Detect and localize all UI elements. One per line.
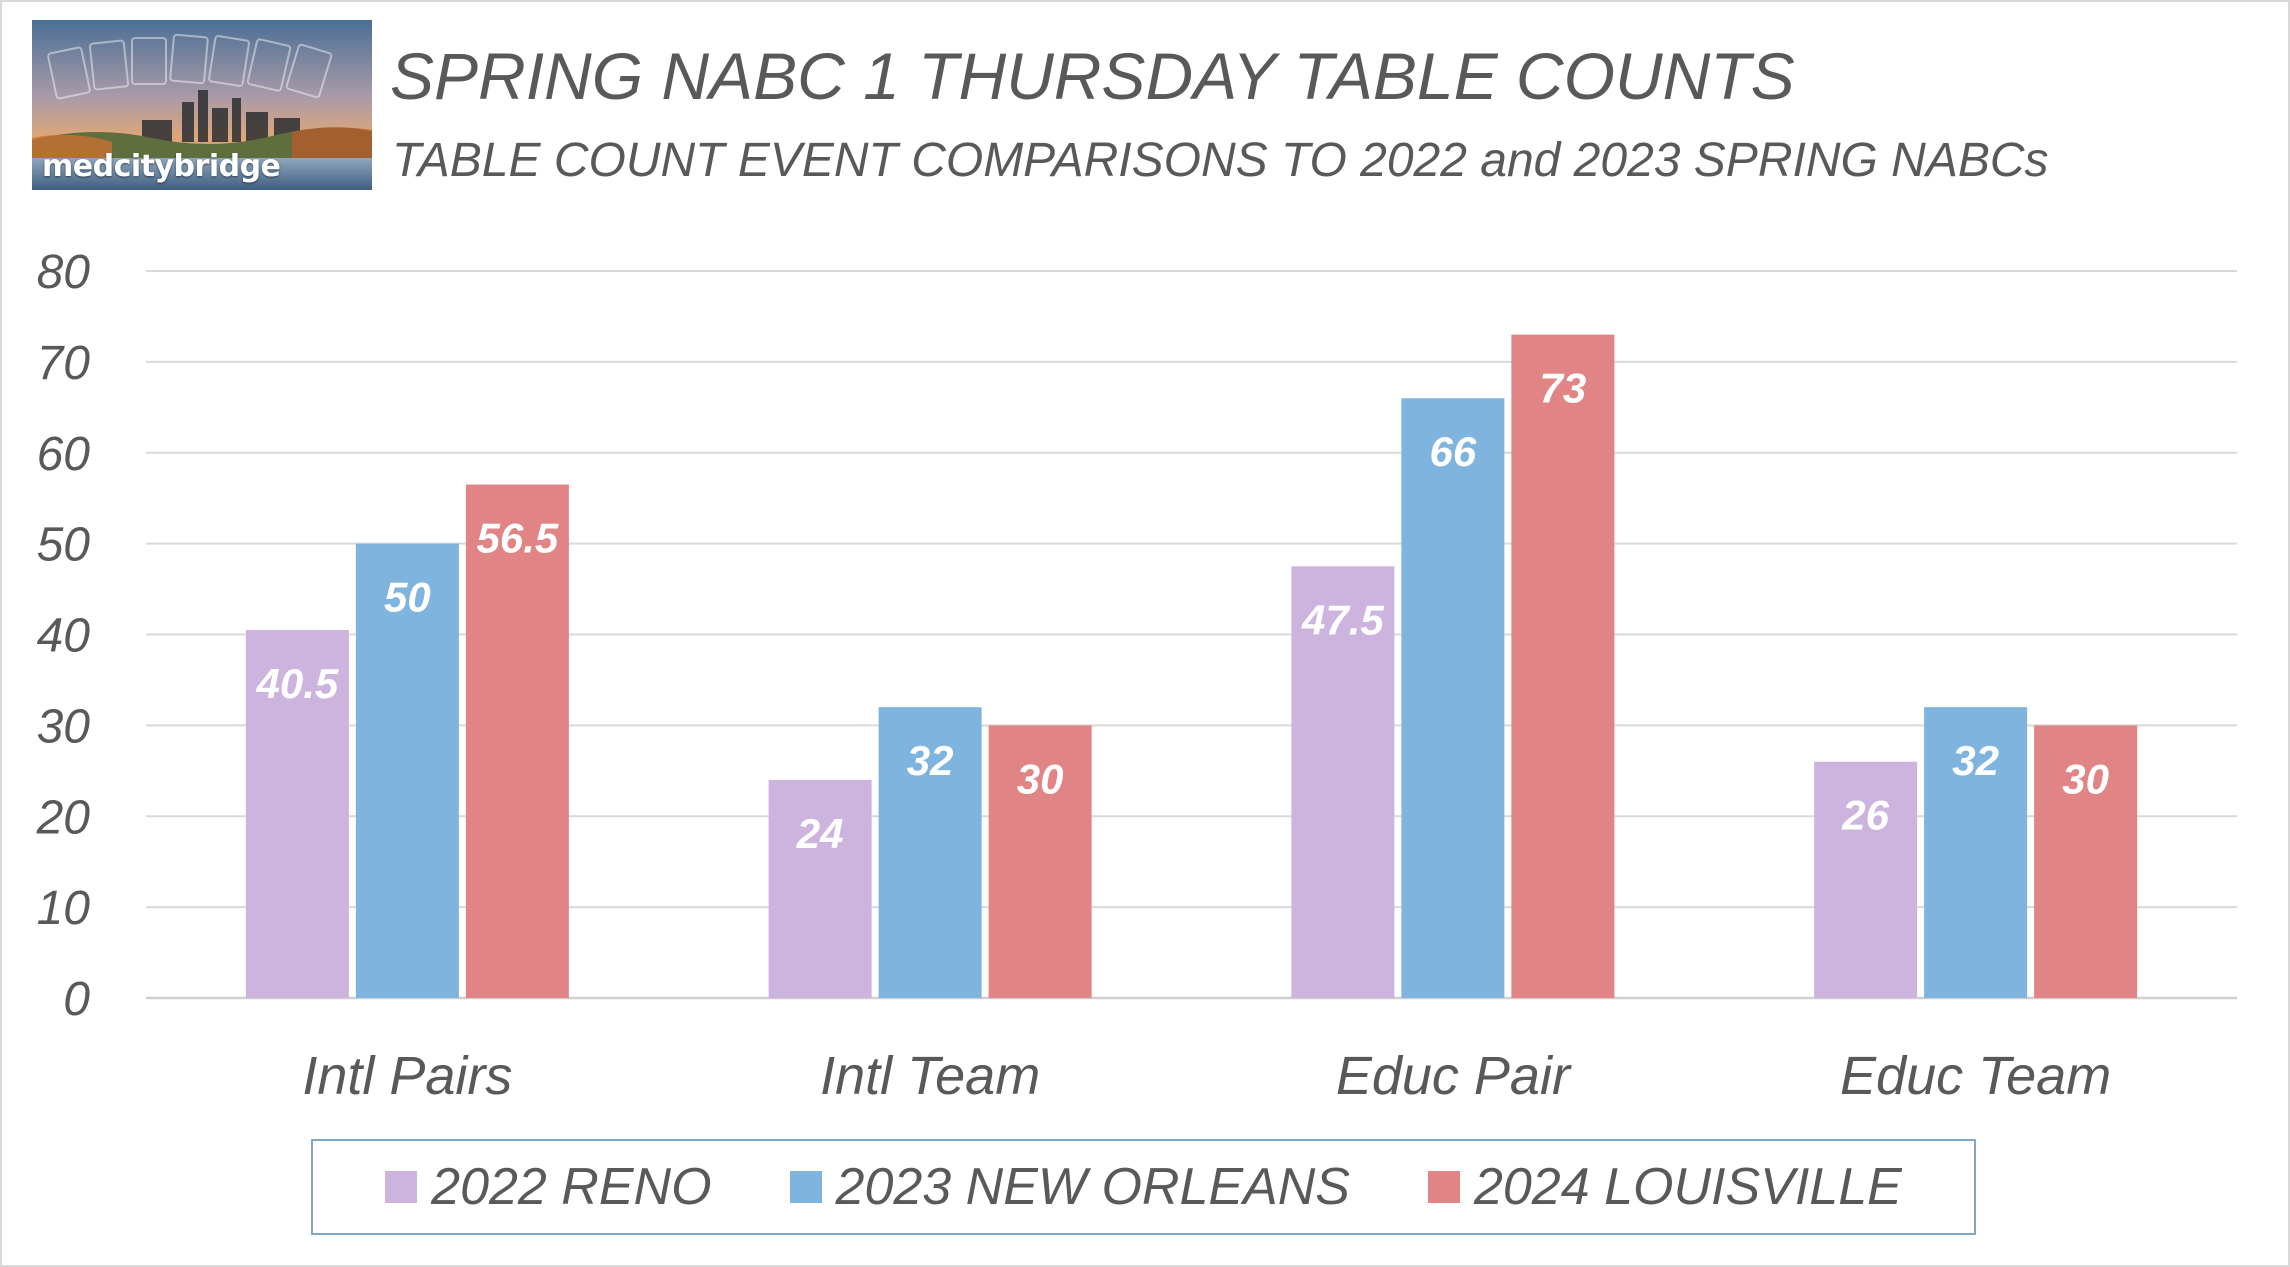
legend-item: 2022 RENO: [385, 1157, 712, 1217]
legend-swatch: [385, 1171, 418, 1203]
legend-label: 2022 RENO: [431, 1158, 712, 1216]
y-tick-label: 70: [37, 337, 91, 390]
chart-legend: 2022 RENO 2023 NEW ORLEANS 2024 LOUISVILLE: [311, 1139, 1976, 1235]
data-label: 32: [1952, 737, 1999, 784]
bar-2022-reno: [245, 629, 349, 998]
legend-item: 2023 NEW ORLEANS: [789, 1157, 1350, 1217]
y-tick-label: 20: [36, 791, 91, 844]
data-label: 66: [1430, 428, 1477, 475]
legend-label: 2023 NEW ORLEANS: [835, 1158, 1350, 1216]
legend-swatch: [789, 1171, 822, 1203]
bar-2024-louisville: [2034, 725, 2138, 998]
logo-image: [32, 20, 372, 190]
data-label: 24: [796, 810, 844, 857]
chart-title: SPRING NABC 1 THURSDAY TABLE COUNTS: [390, 39, 1795, 113]
bar-2023-new-orleans: [1924, 707, 2028, 998]
y-tick-label: 80: [37, 246, 91, 299]
category-label: Educ Pair: [1336, 1046, 1572, 1106]
category-label: Educ Team: [1840, 1046, 2111, 1106]
y-tick-label: 50: [37, 519, 91, 572]
bar-2024-louisville: [1511, 334, 1615, 998]
data-label: 30: [1017, 755, 1064, 802]
data-label: 50: [384, 574, 431, 621]
data-label: 73: [1540, 365, 1587, 412]
medcitybridge-logo: medcitybridge: [32, 20, 372, 190]
data-label: 47.5: [1301, 596, 1384, 643]
legend-label: 2024 LOUISVILLE: [1473, 1158, 1902, 1216]
data-label: 26: [1841, 792, 1889, 839]
data-label: 56.5: [477, 515, 559, 562]
logo-wordmark: medcitybridge: [42, 149, 281, 184]
y-tick-label: 10: [37, 882, 91, 935]
legend-item: 2024 LOUISVILLE: [1427, 1157, 1902, 1217]
bar-2023-new-orleans: [878, 707, 982, 998]
category-label: Intl Team: [820, 1046, 1040, 1106]
bar-2022-reno: [1291, 566, 1395, 998]
y-tick-label: 40: [37, 610, 91, 663]
y-tick-label: 30: [37, 700, 91, 753]
data-label: 40.5: [256, 660, 339, 707]
data-label: 32: [907, 737, 954, 784]
y-tick-label: 60: [37, 428, 91, 481]
y-tick-label: 0: [63, 973, 90, 1026]
bar-2024-louisville: [465, 484, 569, 998]
chart-subtitle: TABLE COUNT EVENT COMPARISONS TO 2022 an…: [392, 134, 2049, 187]
bar-2023-new-orleans: [1401, 398, 1505, 999]
bar-2023-new-orleans: [355, 543, 459, 998]
bar-2024-louisville: [988, 725, 1092, 998]
category-label: Intl Pairs: [302, 1046, 512, 1106]
legend-swatch: [1427, 1171, 1460, 1203]
bar-2022-reno: [1814, 761, 1918, 998]
data-label: 30: [2062, 755, 2109, 802]
bar-2022-reno: [768, 779, 872, 998]
